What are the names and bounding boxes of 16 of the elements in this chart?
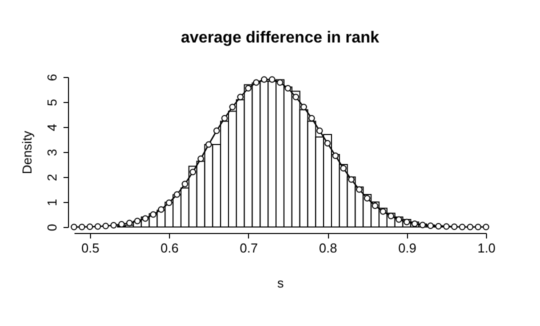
y-tick-label: 6	[44, 74, 60, 82]
x-tick-label: 0.9	[398, 240, 416, 256]
x-tick-label: 0.8	[319, 240, 338, 256]
x-tick-label: 0.6	[160, 240, 179, 256]
y-tick-label: 1	[44, 198, 60, 206]
y-tick-label: 2	[44, 174, 60, 182]
x-axis-title: s	[277, 276, 284, 290]
x-tick-label: 0.5	[81, 240, 100, 256]
y-tick-label: 3	[44, 148, 60, 156]
chart-title: average difference in rank	[180, 29, 380, 46]
y-tick-label: 5	[44, 98, 60, 106]
x-tick-label: 1.0	[477, 240, 496, 256]
y-tick-label: 0	[44, 224, 60, 232]
y-tick-label: 4	[44, 124, 60, 132]
x-tick-label: 0.7	[240, 240, 258, 256]
y-axis-title: Density	[20, 130, 34, 174]
